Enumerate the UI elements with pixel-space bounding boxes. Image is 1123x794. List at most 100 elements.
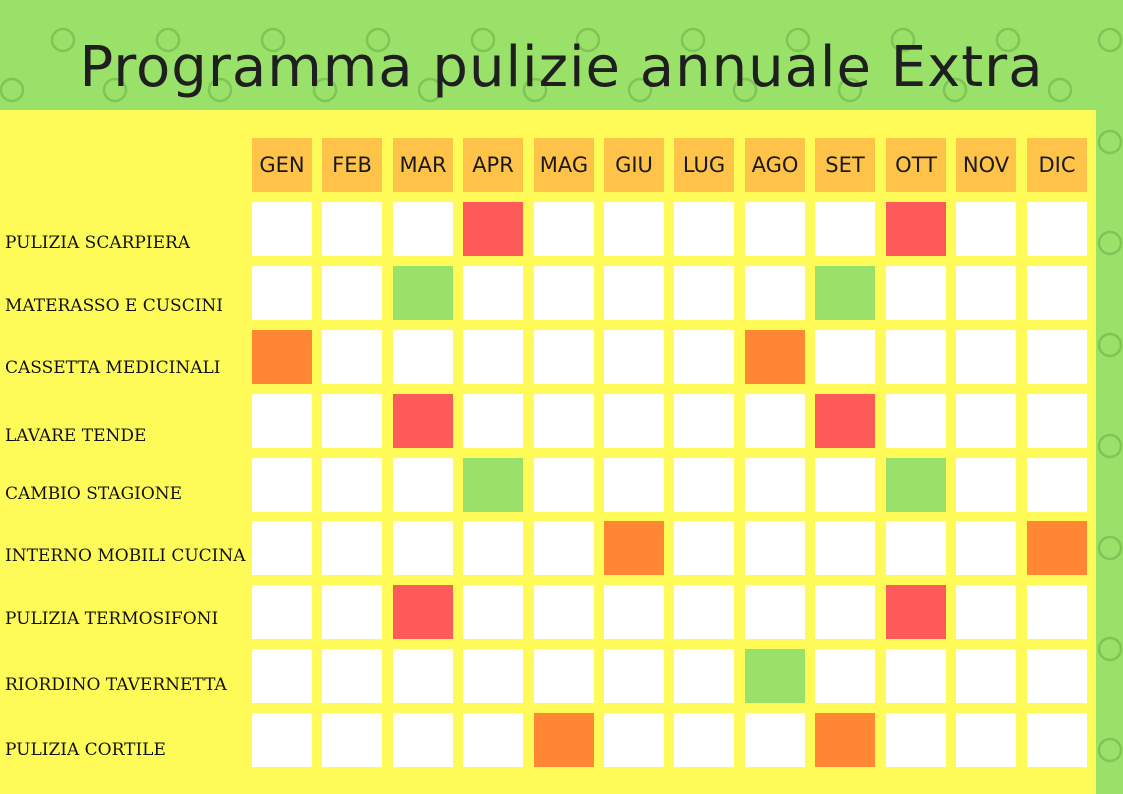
schedule-cell-marked-green[interactable] <box>815 266 875 320</box>
schedule-cell-marked-orange[interactable] <box>604 521 664 575</box>
schedule-cell[interactable] <box>674 330 734 384</box>
schedule-cell[interactable] <box>815 649 875 703</box>
schedule-cell[interactable] <box>815 585 875 639</box>
schedule-cell[interactable] <box>886 394 946 448</box>
schedule-cell[interactable] <box>745 394 805 448</box>
schedule-cell[interactable] <box>252 266 312 320</box>
schedule-cell[interactable] <box>1027 713 1087 767</box>
schedule-cell[interactable] <box>956 585 1016 639</box>
schedule-cell-marked-red[interactable] <box>393 585 453 639</box>
schedule-cell[interactable] <box>745 521 805 575</box>
schedule-cell[interactable] <box>1027 202 1087 256</box>
schedule-cell[interactable] <box>252 585 312 639</box>
schedule-cell-marked-red[interactable] <box>463 202 523 256</box>
schedule-cell[interactable] <box>463 394 523 448</box>
schedule-cell[interactable] <box>674 202 734 256</box>
schedule-cell[interactable] <box>393 713 453 767</box>
schedule-cell[interactable] <box>252 649 312 703</box>
schedule-cell[interactable] <box>886 266 946 320</box>
schedule-cell-marked-orange[interactable] <box>534 713 594 767</box>
schedule-cell[interactable] <box>956 458 1016 512</box>
schedule-cell[interactable] <box>745 713 805 767</box>
schedule-cell[interactable] <box>674 649 734 703</box>
schedule-cell-marked-orange[interactable] <box>252 330 312 384</box>
schedule-cell[interactable] <box>534 649 594 703</box>
schedule-cell[interactable] <box>1027 394 1087 448</box>
schedule-cell[interactable] <box>604 458 664 512</box>
schedule-cell[interactable] <box>463 713 523 767</box>
schedule-cell[interactable] <box>674 458 734 512</box>
schedule-cell[interactable] <box>604 394 664 448</box>
schedule-cell[interactable] <box>604 266 664 320</box>
schedule-cell[interactable] <box>604 330 664 384</box>
schedule-cell[interactable] <box>745 202 805 256</box>
schedule-cell-marked-red[interactable] <box>393 394 453 448</box>
schedule-cell[interactable] <box>534 585 594 639</box>
schedule-cell[interactable] <box>463 585 523 639</box>
schedule-cell-marked-red[interactable] <box>886 202 946 256</box>
schedule-cell[interactable] <box>393 649 453 703</box>
schedule-cell[interactable] <box>956 394 1016 448</box>
schedule-cell[interactable] <box>956 713 1016 767</box>
schedule-cell-marked-green[interactable] <box>886 458 946 512</box>
schedule-cell[interactable] <box>886 330 946 384</box>
schedule-cell-marked-red[interactable] <box>886 585 946 639</box>
schedule-cell[interactable] <box>886 713 946 767</box>
schedule-cell[interactable] <box>956 649 1016 703</box>
schedule-cell[interactable] <box>534 394 594 448</box>
schedule-cell[interactable] <box>393 458 453 512</box>
schedule-cell[interactable] <box>1027 266 1087 320</box>
schedule-cell[interactable] <box>674 585 734 639</box>
schedule-cell[interactable] <box>534 458 594 512</box>
schedule-cell[interactable] <box>322 266 382 320</box>
schedule-cell[interactable] <box>1027 585 1087 639</box>
schedule-cell[interactable] <box>604 713 664 767</box>
schedule-cell[interactable] <box>322 458 382 512</box>
schedule-cell[interactable] <box>815 202 875 256</box>
schedule-cell[interactable] <box>1027 458 1087 512</box>
schedule-cell[interactable] <box>745 458 805 512</box>
schedule-cell[interactable] <box>252 713 312 767</box>
schedule-cell[interactable] <box>322 713 382 767</box>
schedule-cell[interactable] <box>956 202 1016 256</box>
schedule-cell-marked-orange[interactable] <box>745 330 805 384</box>
schedule-cell[interactable] <box>604 585 664 639</box>
schedule-cell[interactable] <box>534 521 594 575</box>
schedule-cell[interactable] <box>463 649 523 703</box>
schedule-cell[interactable] <box>393 202 453 256</box>
schedule-cell[interactable] <box>322 202 382 256</box>
schedule-cell-marked-green[interactable] <box>463 458 523 512</box>
schedule-cell[interactable] <box>674 394 734 448</box>
schedule-cell[interactable] <box>393 521 453 575</box>
schedule-cell[interactable] <box>1027 330 1087 384</box>
schedule-cell-marked-green[interactable] <box>393 266 453 320</box>
schedule-cell[interactable] <box>463 330 523 384</box>
schedule-cell[interactable] <box>886 521 946 575</box>
schedule-cell[interactable] <box>956 521 1016 575</box>
schedule-cell-marked-orange[interactable] <box>1027 521 1087 575</box>
schedule-cell[interactable] <box>393 330 453 384</box>
schedule-cell[interactable] <box>534 202 594 256</box>
schedule-cell[interactable] <box>322 394 382 448</box>
schedule-cell-marked-orange[interactable] <box>815 713 875 767</box>
schedule-cell[interactable] <box>463 266 523 320</box>
schedule-cell[interactable] <box>322 649 382 703</box>
schedule-cell[interactable] <box>745 266 805 320</box>
schedule-cell[interactable] <box>322 330 382 384</box>
schedule-cell[interactable] <box>463 521 523 575</box>
schedule-cell[interactable] <box>956 330 1016 384</box>
schedule-cell[interactable] <box>956 266 1016 320</box>
schedule-cell-marked-red[interactable] <box>815 394 875 448</box>
schedule-cell[interactable] <box>252 394 312 448</box>
schedule-cell[interactable] <box>604 202 664 256</box>
schedule-cell[interactable] <box>604 649 664 703</box>
schedule-cell[interactable] <box>674 521 734 575</box>
schedule-cell[interactable] <box>322 585 382 639</box>
schedule-cell[interactable] <box>252 521 312 575</box>
schedule-cell[interactable] <box>322 521 382 575</box>
schedule-cell[interactable] <box>815 521 875 575</box>
schedule-cell[interactable] <box>886 649 946 703</box>
schedule-cell[interactable] <box>674 266 734 320</box>
schedule-cell[interactable] <box>815 330 875 384</box>
schedule-cell[interactable] <box>252 458 312 512</box>
